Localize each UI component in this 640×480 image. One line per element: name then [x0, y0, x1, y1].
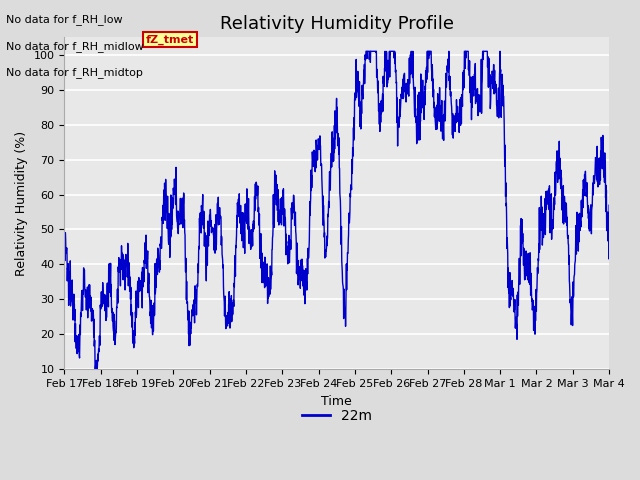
Legend: 22m: 22m	[296, 404, 377, 429]
Title: Relativity Humidity Profile: Relativity Humidity Profile	[220, 15, 454, 33]
Text: No data for f_RH_midtop: No data for f_RH_midtop	[6, 67, 143, 78]
Y-axis label: Relativity Humidity (%): Relativity Humidity (%)	[15, 131, 28, 276]
X-axis label: Time: Time	[321, 395, 352, 408]
Text: No data for f_RH_midlow: No data for f_RH_midlow	[6, 41, 144, 52]
Text: No data for f_RH_low: No data for f_RH_low	[6, 14, 123, 25]
Text: fZ_tmet: fZ_tmet	[146, 34, 195, 45]
